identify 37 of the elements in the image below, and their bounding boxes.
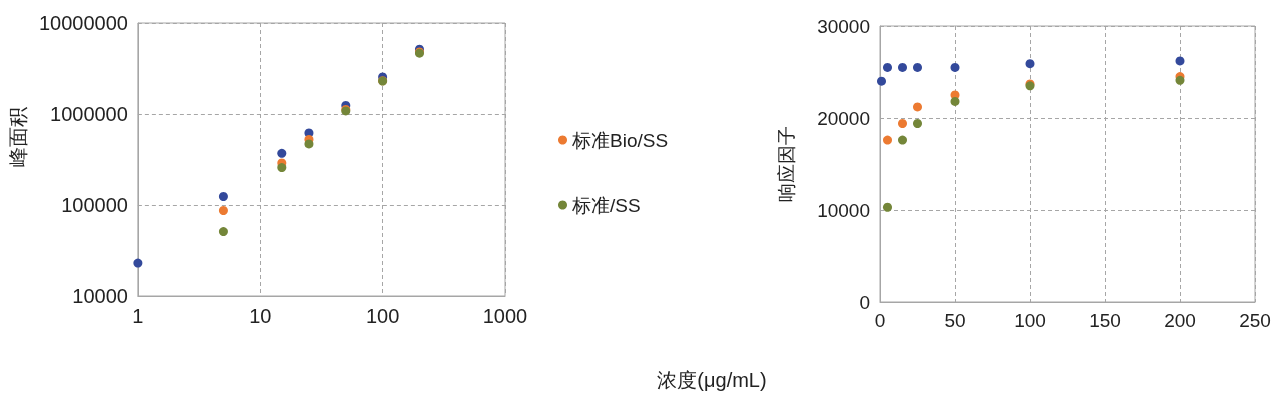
y-tick-label: 20000 xyxy=(817,107,870,129)
x-tick-label: 1 xyxy=(132,305,144,327)
point xyxy=(883,62,892,72)
point xyxy=(913,102,922,112)
x-tick-label: 1000 xyxy=(482,305,528,327)
y-axis-title: 响应因子 xyxy=(776,126,797,202)
x-tick-label: 150 xyxy=(1089,310,1121,331)
y-tick-label: 0 xyxy=(859,291,870,313)
y-tick-label: 10000000 xyxy=(38,12,128,34)
legend-label: 标准Bio/SS xyxy=(571,129,669,151)
y-tick-label: 1000000 xyxy=(50,103,128,125)
x-tick-label: 0 xyxy=(874,310,886,331)
point xyxy=(913,119,922,129)
x-tick-label: 10 xyxy=(249,305,272,327)
point xyxy=(883,202,892,212)
x-tick-label: 50 xyxy=(944,310,966,331)
x-axis-title: 浓度(μg/mL) xyxy=(657,369,767,391)
point xyxy=(1025,59,1035,69)
x-tick-label: 250 xyxy=(1239,310,1271,331)
point xyxy=(913,62,922,72)
x-tick-label: 200 xyxy=(1164,310,1196,331)
point xyxy=(883,135,892,145)
y-tick-label: 100000 xyxy=(61,194,128,216)
legend-label: 标准/SS xyxy=(571,194,641,216)
y-tick-label: 10000 xyxy=(817,199,870,221)
point xyxy=(877,76,886,86)
x-tick-label: 100 xyxy=(1014,310,1046,331)
point xyxy=(898,119,907,129)
point xyxy=(898,135,907,145)
point xyxy=(1175,56,1185,66)
point xyxy=(898,62,907,72)
y-axis-title: 峰面积 xyxy=(7,106,29,167)
y-tick-label: 30000 xyxy=(817,15,870,37)
y-tick-label: 10000 xyxy=(72,285,128,307)
point xyxy=(950,62,960,72)
x-tick-label: 100 xyxy=(365,305,400,327)
point xyxy=(950,96,960,106)
